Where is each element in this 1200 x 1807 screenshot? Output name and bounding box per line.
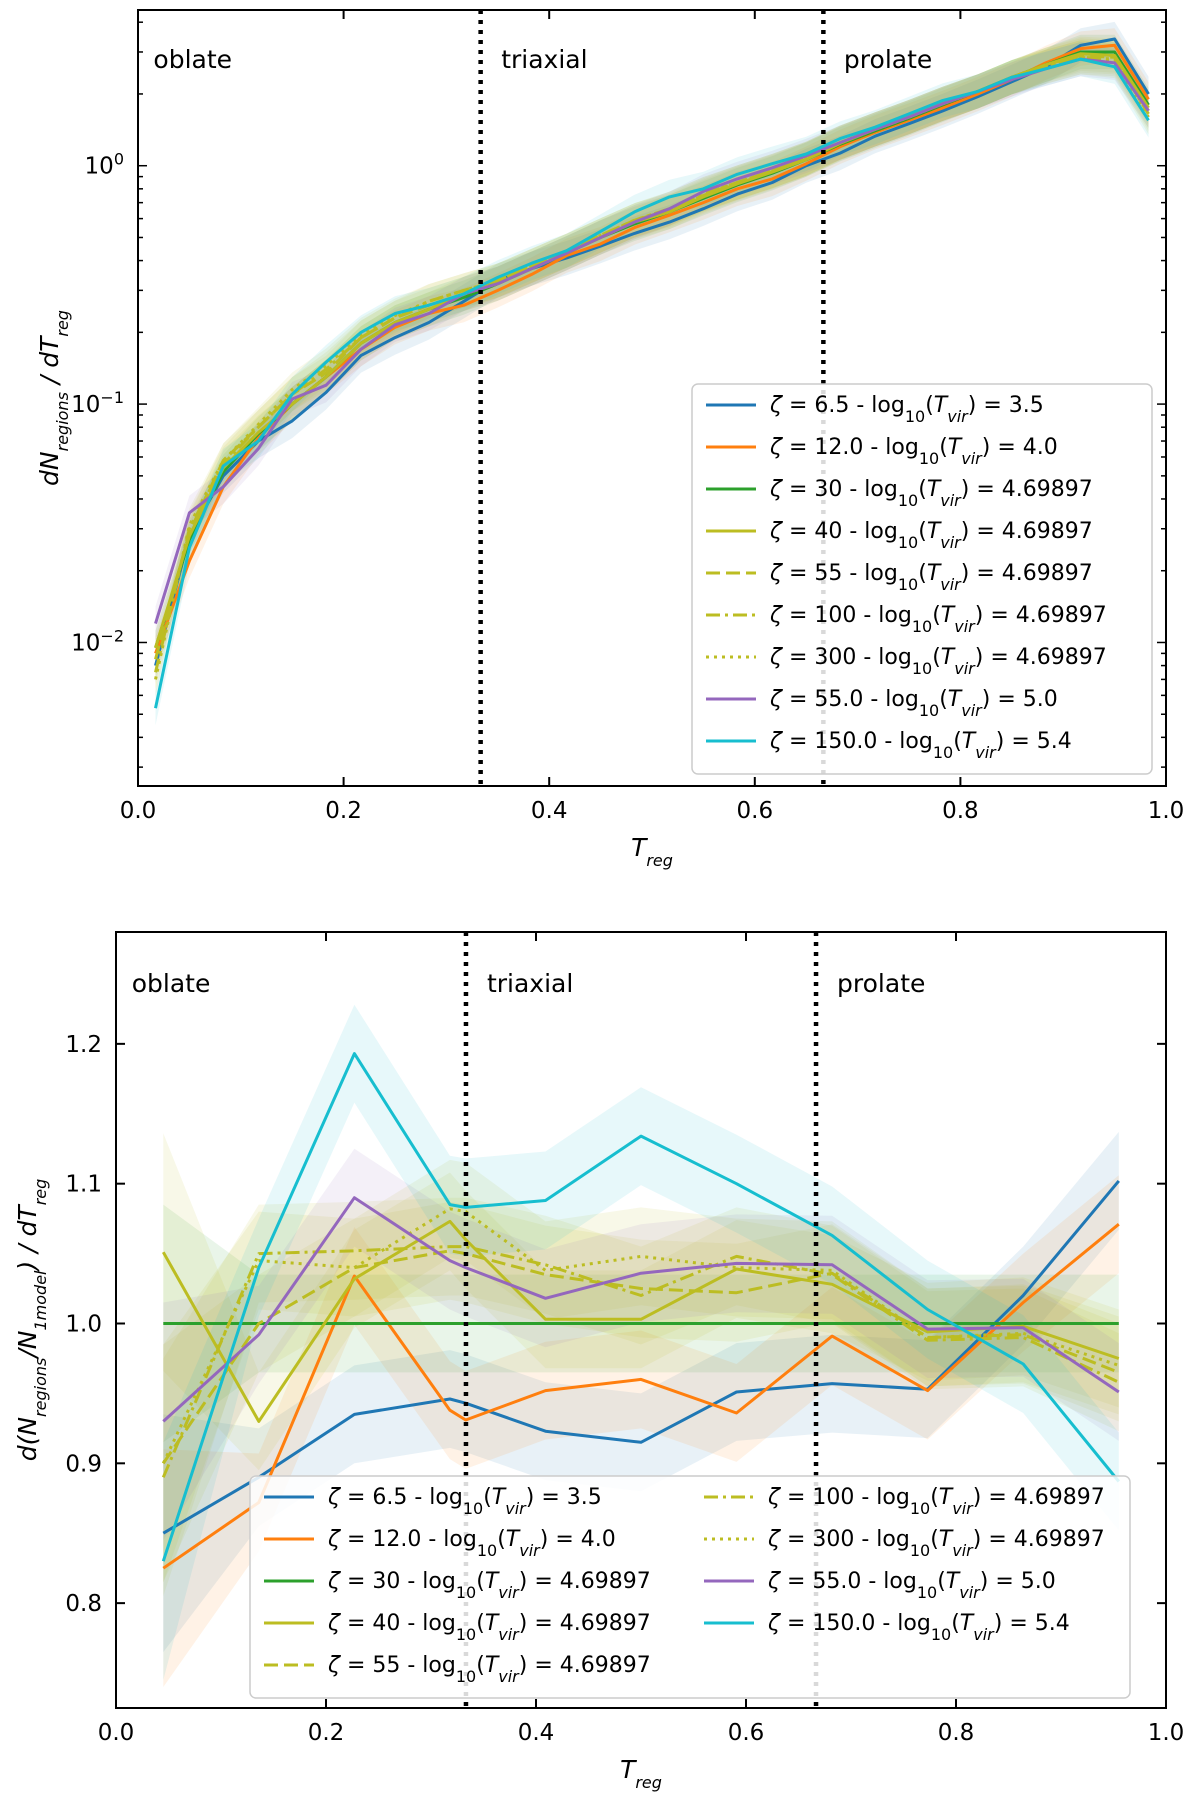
x-tick-label: 0.4 <box>531 798 568 824</box>
x-tick-label: 1.0 <box>1148 798 1185 824</box>
x-tick-label: 0.6 <box>728 1720 765 1746</box>
legend-label-4: ζ = 55 - log10(Tvir) = 4.69897 <box>327 1653 651 1686</box>
series-line-7 <box>162 1196 1120 1423</box>
legend-label-1: ζ = 12.0 - log10(Tvir) = 4.0 <box>327 1527 616 1560</box>
series-line-5 <box>161 1245 1120 1478</box>
legend: ζ = 6.5 - log10(Tvir) = 3.5 ζ = 12.0 - lo… <box>691 383 1153 775</box>
x-axis-label: Treg <box>631 833 673 870</box>
legend-label-6: ζ = 300 - log10(Tvir) = 4.69897 <box>767 1527 1105 1560</box>
legend-label-3: ζ = 40 - log10(Tvir) = 4.69897 <box>769 519 1093 552</box>
legend-label-5: ζ = 100 - log10(Tvir) = 4.69897 <box>767 1485 1105 1518</box>
y-tick-label: 1.1 <box>65 1172 102 1198</box>
series-lines <box>161 1052 1120 1570</box>
x-tick-label: 1.0 <box>1148 1720 1185 1746</box>
series-line-0 <box>162 1179 1120 1535</box>
series-line-1 <box>162 1223 1120 1570</box>
plot-frame <box>115 931 1167 1709</box>
legend-label-7: ζ = 55.0 - log10(Tvir) = 5.0 <box>769 687 1058 720</box>
series-line-8 <box>161 1052 1120 1562</box>
region-label-triaxial: triaxial <box>487 969 573 998</box>
x-tick-label: 0.2 <box>308 1720 345 1746</box>
x-tick-label: 0.6 <box>737 798 774 824</box>
error-band-8 <box>163 1004 1119 1680</box>
series-line-0 <box>154 37 1150 666</box>
legend-box <box>249 1475 1131 1699</box>
x-tick-label: 0.8 <box>942 798 979 824</box>
y-tick-label: 1.0 <box>65 1311 102 1337</box>
error-band-3 <box>163 1133 1119 1471</box>
legend-label-2: ζ = 30 - log10(Tvir) = 4.69897 <box>327 1569 651 1602</box>
x-tick-label: 0.8 <box>938 1720 975 1746</box>
y-axis-label: dNregions / dTreg <box>35 310 72 486</box>
legend-label-2: ζ = 30 - log10(Tvir) = 4.69897 <box>769 477 1093 510</box>
y-tick-label: 100 <box>85 149 124 180</box>
legend: ζ = 6.5 - log10(Tvir) = 3.5 ζ = 12.0 - lo… <box>249 1475 1131 1699</box>
series-line-5 <box>154 55 1150 673</box>
y-axis-label: d(Nregions/N1model) / dTreg <box>13 1179 50 1462</box>
legend-box <box>691 383 1153 775</box>
chart-panel-bottom: oblate triaxial prolate 0.0 0.2 0.4 0.6 0.8 1.0 0… <box>13 931 1185 1792</box>
legend-label-8: ζ = 150.0 - log10(Tvir) = 5.4 <box>767 1611 1070 1644</box>
series-lines <box>154 37 1150 709</box>
series-line-3 <box>161 1219 1120 1423</box>
legend-label-1: ζ = 12.0 - log10(Tvir) = 4.0 <box>769 435 1058 468</box>
region-label-oblate: oblate <box>132 969 211 998</box>
legend-label-7: ζ = 55.0 - log10(Tvir) = 5.0 <box>767 1569 1056 1602</box>
region-label-prolate: prolate <box>844 45 932 74</box>
y-tick-label: 10−2 <box>71 626 124 657</box>
legend-label-5: ζ = 100 - log10(Tvir) = 4.69897 <box>769 603 1107 636</box>
chart-panel-top: oblate triaxial prolate 0.0 0.2 0.4 0.6 0.8 1.0 1… <box>35 9 1185 870</box>
y-tick-label: 10−1 <box>71 388 124 419</box>
error-band-7 <box>163 1148 1119 1541</box>
region-label-oblate: oblate <box>153 45 232 74</box>
series-line-6 <box>161 1207 1120 1464</box>
plot-frame <box>137 9 1167 787</box>
x-tick-label: 0.4 <box>518 1720 555 1746</box>
region-label-prolate: prolate <box>837 969 925 998</box>
error-band-6 <box>163 1159 1119 1583</box>
x-tick-label: 0.2 <box>325 798 362 824</box>
y-tick-label: 0.8 <box>65 1591 102 1617</box>
series-line-8 <box>154 57 1150 709</box>
series-line-4 <box>162 1249 1120 1465</box>
legend-label-8: ζ = 150.0 - log10(Tvir) = 5.4 <box>769 729 1072 762</box>
x-tick-label: 0.0 <box>98 1720 135 1746</box>
x-tick-label: 0.0 <box>120 798 157 824</box>
legend-label-4: ζ = 55 - log10(Tvir) = 4.69897 <box>769 561 1093 594</box>
region-label-triaxial: triaxial <box>501 45 587 74</box>
legend-label-3: ζ = 40 - log10(Tvir) = 4.69897 <box>327 1611 651 1644</box>
error-band-0 <box>155 21 1149 683</box>
legend-label-0: ζ = 6.5 - log10(Tvir) = 3.5 <box>327 1485 602 1518</box>
y-tick-label: 0.9 <box>65 1451 102 1477</box>
y-tick-label: 1.2 <box>65 1032 102 1058</box>
legend-label-0: ζ = 6.5 - log10(Tvir) = 3.5 <box>769 393 1044 426</box>
x-axis-label: Treg <box>620 1755 662 1792</box>
legend-label-6: ζ = 300 - log10(Tvir) = 4.69897 <box>769 645 1107 678</box>
error-band-1 <box>163 1175 1119 1687</box>
